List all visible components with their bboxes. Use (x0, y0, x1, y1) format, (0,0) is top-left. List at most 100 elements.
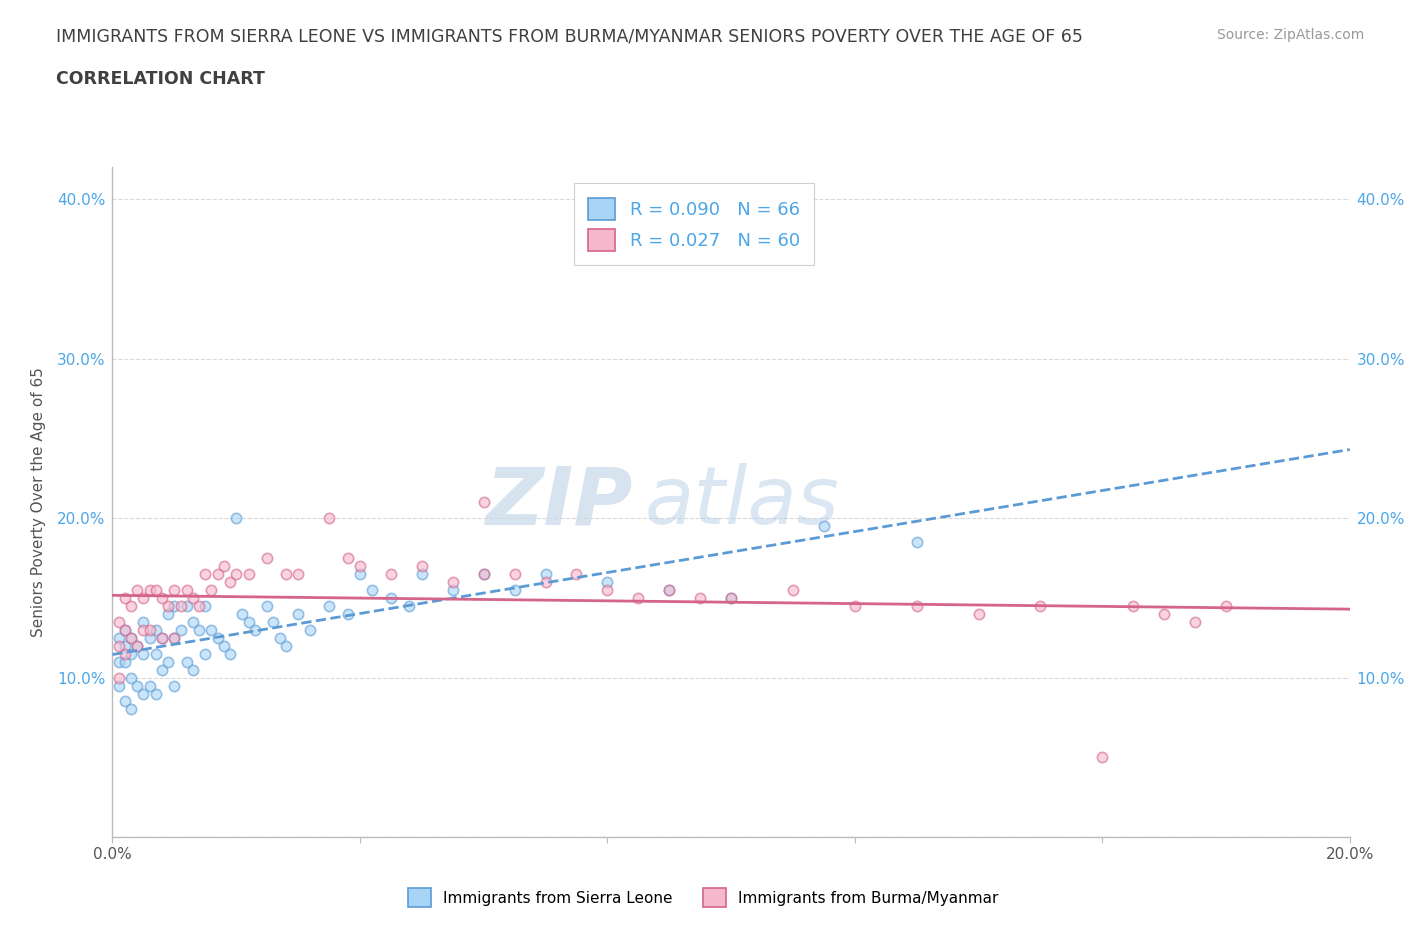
Point (318, 598, 340, 613)
Point (658, 582, 681, 597)
Point (349, 566, 371, 581)
Point (238, 566, 260, 581)
Point (225, 566, 247, 581)
Point (565, 566, 588, 581)
Point (150, 631, 173, 645)
Point (720, 591, 742, 605)
Point (1153, 606, 1175, 621)
Point (380, 591, 402, 605)
Point (398, 598, 420, 613)
Point (114, 622, 136, 637)
Point (169, 598, 191, 613)
Point (114, 591, 136, 605)
Point (472, 495, 495, 510)
Point (114, 694, 136, 709)
Point (782, 582, 804, 597)
Point (120, 631, 142, 645)
Point (238, 615, 260, 630)
Legend: R = 0.090   N = 66, R = 0.027   N = 60: R = 0.090 N = 66, R = 0.027 N = 60 (574, 183, 814, 265)
Point (1091, 750, 1114, 764)
Point (114, 654, 136, 669)
Point (658, 582, 681, 597)
Point (256, 551, 278, 565)
Point (181, 591, 204, 605)
Point (138, 582, 160, 597)
Point (132, 686, 155, 701)
Point (163, 582, 186, 597)
Point (169, 622, 191, 637)
Point (844, 598, 866, 613)
Text: CORRELATION CHART: CORRELATION CHART (56, 70, 266, 87)
Point (1029, 598, 1052, 613)
Point (503, 566, 526, 581)
Point (127, 638, 149, 653)
Point (188, 622, 211, 637)
Point (120, 702, 142, 717)
Point (441, 582, 464, 597)
Point (274, 566, 297, 581)
Point (336, 606, 359, 621)
Point (212, 559, 235, 574)
Point (138, 622, 160, 637)
Point (225, 511, 247, 525)
Point (145, 622, 167, 637)
Point (207, 631, 229, 645)
Point (262, 615, 284, 630)
Point (219, 575, 242, 590)
Point (163, 598, 186, 613)
Point (145, 582, 167, 597)
Point (114, 646, 136, 661)
Point (157, 654, 180, 669)
Point (163, 631, 186, 645)
Point (176, 598, 198, 613)
Point (361, 582, 384, 597)
Point (380, 566, 402, 581)
Point (441, 575, 464, 590)
Point (176, 654, 198, 669)
Legend: Immigrants from Sierra Leone, Immigrants from Burma/Myanmar: Immigrants from Sierra Leone, Immigrants… (402, 883, 1004, 913)
Point (181, 615, 204, 630)
Text: IMMIGRANTS FROM SIERRA LEONE VS IMMIGRANTS FROM BURMA/MYANMAR SENIORS POVERTY OV: IMMIGRANTS FROM SIERRA LEONE VS IMMIGRAN… (56, 28, 1083, 46)
Point (534, 566, 557, 581)
Point (145, 646, 167, 661)
Point (150, 591, 173, 605)
Text: atlas: atlas (644, 463, 839, 541)
Point (132, 615, 155, 630)
Text: Source: ZipAtlas.com: Source: ZipAtlas.com (1216, 28, 1364, 42)
Point (534, 575, 557, 590)
Point (503, 582, 526, 597)
Point (150, 662, 173, 677)
Point (287, 606, 309, 621)
Point (157, 598, 180, 613)
Point (194, 566, 217, 581)
Point (1215, 598, 1237, 613)
Point (138, 678, 160, 693)
Point (188, 598, 211, 613)
Point (411, 566, 433, 581)
Point (212, 638, 235, 653)
Point (905, 598, 928, 613)
Point (596, 582, 619, 597)
Point (138, 631, 160, 645)
Point (299, 622, 322, 637)
Point (194, 646, 217, 661)
Point (181, 662, 204, 677)
Point (132, 591, 155, 605)
Text: ZIP: ZIP (485, 463, 633, 541)
Point (287, 566, 309, 581)
Point (163, 631, 186, 645)
Point (157, 606, 180, 621)
Point (114, 638, 136, 653)
Point (127, 638, 149, 653)
Point (269, 631, 291, 645)
Point (411, 559, 433, 574)
Point (720, 591, 742, 605)
Point (132, 622, 155, 637)
Point (689, 591, 711, 605)
Point (813, 519, 835, 534)
Point (150, 631, 173, 645)
Point (596, 575, 619, 590)
Point (145, 686, 167, 701)
Point (127, 582, 149, 597)
Point (107, 615, 129, 630)
